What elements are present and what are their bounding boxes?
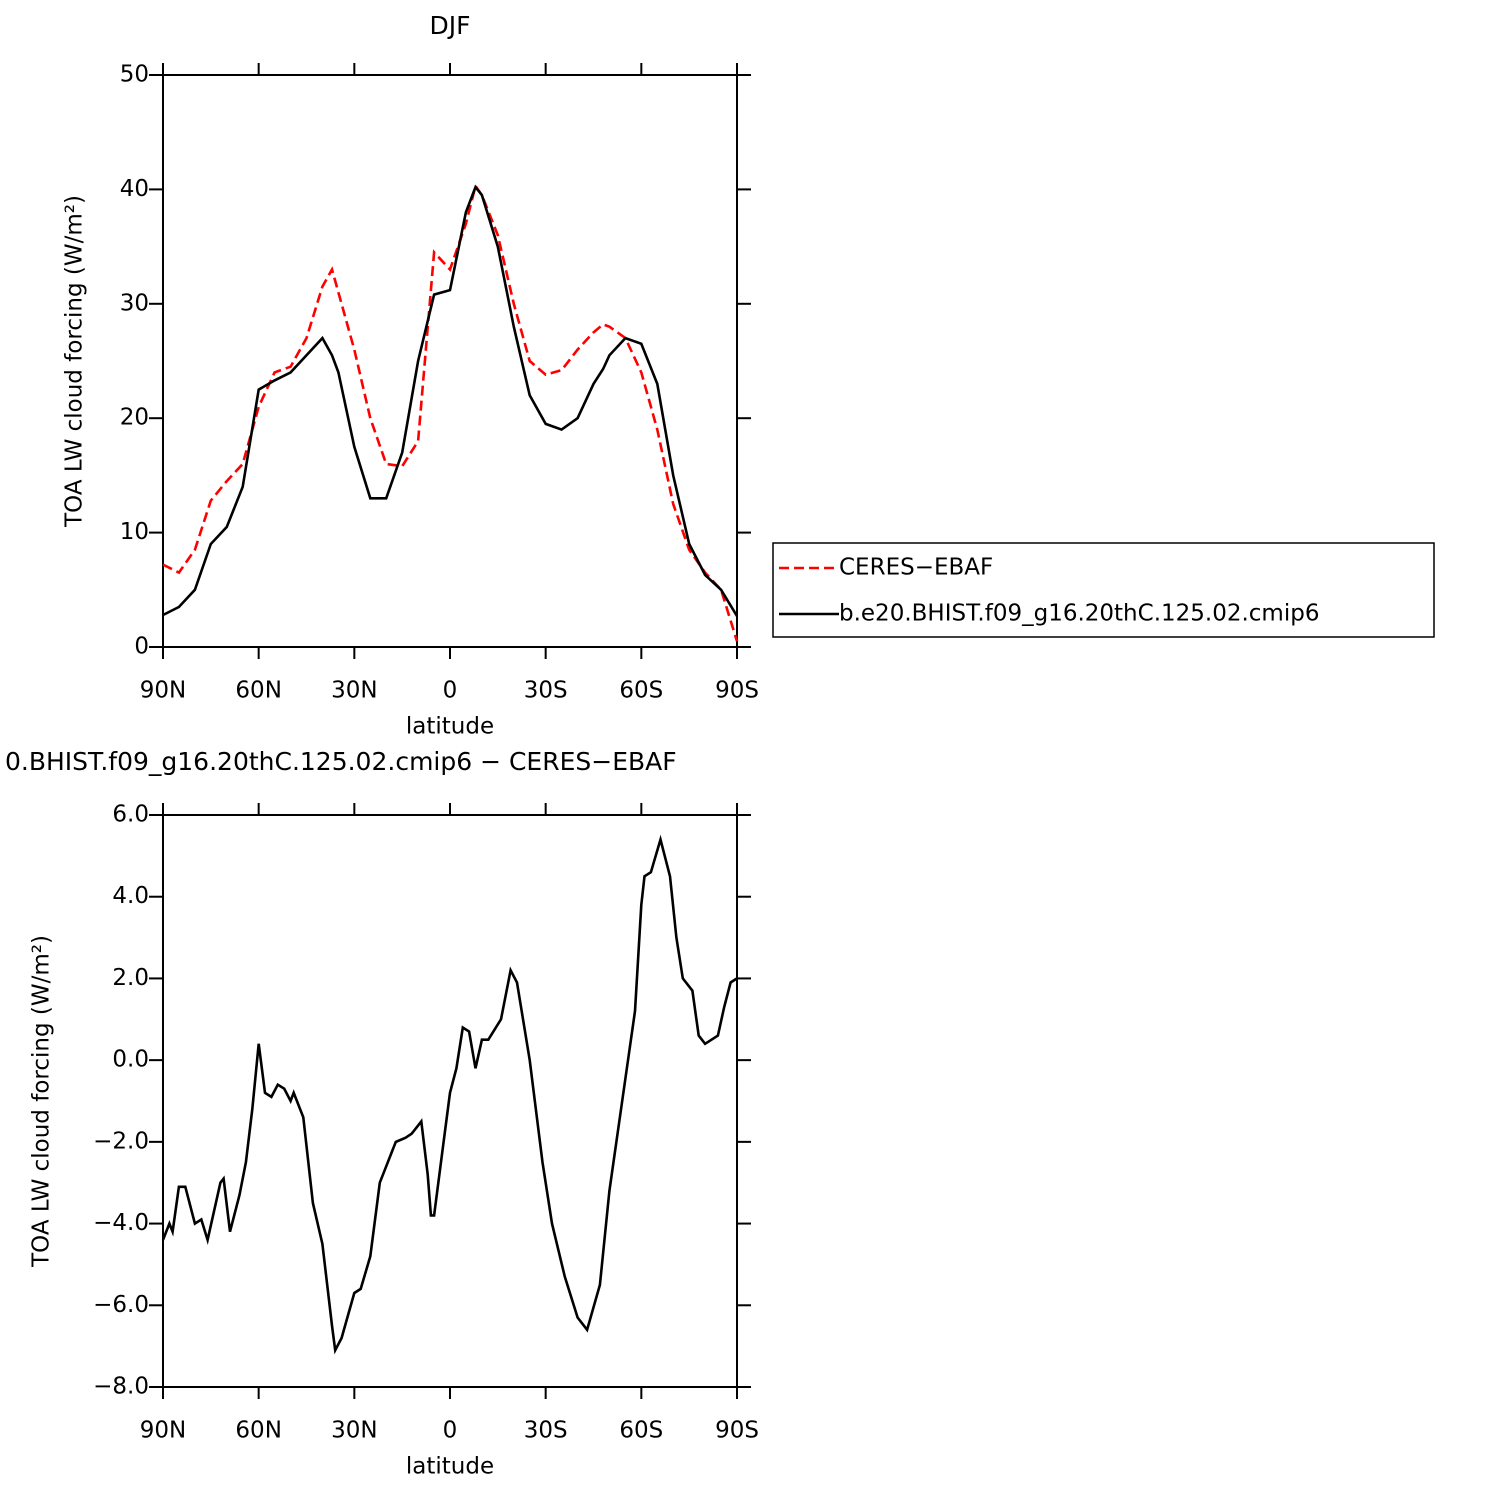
legend-box bbox=[772, 542, 1435, 638]
x-tick-label: 90S bbox=[715, 678, 759, 704]
y-tick-label: 50 bbox=[120, 62, 149, 88]
y-tick-label: 20 bbox=[120, 405, 149, 431]
y-tick-label: 2.0 bbox=[112, 965, 149, 991]
x-tick-label: 90S bbox=[715, 1418, 759, 1444]
x-tick-label: 0 bbox=[443, 1418, 458, 1444]
data-line bbox=[162, 184, 739, 617]
x-tick-label: 30S bbox=[524, 678, 568, 704]
y-axis-label: TOA LW cloud forcing (W/m²) bbox=[29, 935, 55, 1268]
plot-frame bbox=[162, 814, 738, 1388]
x-tick-label: 60N bbox=[235, 678, 281, 704]
y-tick-label: 6.0 bbox=[112, 802, 149, 828]
x-tick-label: 60S bbox=[619, 678, 663, 704]
chart-title: DJF bbox=[429, 11, 470, 40]
x-tick-label: 30N bbox=[331, 678, 377, 704]
x-tick-label: 60S bbox=[619, 1418, 663, 1444]
y-tick-label: 30 bbox=[120, 290, 149, 316]
y-tick-label: −8.0 bbox=[93, 1374, 149, 1400]
data-line bbox=[162, 182, 739, 642]
data-line bbox=[161, 834, 738, 1355]
y-tick-label: 4.0 bbox=[112, 883, 149, 909]
x-tick-label: 90N bbox=[140, 678, 186, 704]
y-tick-label: −2.0 bbox=[93, 1128, 149, 1154]
y-tick-label: 0 bbox=[134, 634, 149, 660]
legend-label: b.e20.BHIST.f09_g16.20thC.125.02.cmip6 bbox=[839, 601, 1319, 627]
x-tick-label: 0 bbox=[443, 678, 458, 704]
x-tick-label: 60N bbox=[235, 1418, 281, 1444]
y-tick-label: −4.0 bbox=[93, 1210, 149, 1236]
x-axis-label: latitude bbox=[406, 1454, 494, 1480]
x-tick-label: 30S bbox=[524, 1418, 568, 1444]
y-tick-label: 0.0 bbox=[112, 1047, 149, 1073]
y-axis-label: TOA LW cloud forcing (W/m²) bbox=[62, 195, 88, 528]
plot-frame bbox=[162, 74, 738, 648]
x-axis-label: latitude bbox=[406, 714, 494, 740]
y-tick-label: −6.0 bbox=[93, 1292, 149, 1318]
y-tick-label: 10 bbox=[120, 519, 149, 545]
chart-title: 0.BHIST.f09_g16.20thC.125.02.cmip6 − CER… bbox=[5, 747, 677, 776]
legend-label: CERES−EBAF bbox=[839, 555, 993, 581]
y-tick-label: 40 bbox=[120, 176, 149, 202]
x-tick-label: 30N bbox=[331, 1418, 377, 1444]
x-tick-label: 90N bbox=[140, 1418, 186, 1444]
